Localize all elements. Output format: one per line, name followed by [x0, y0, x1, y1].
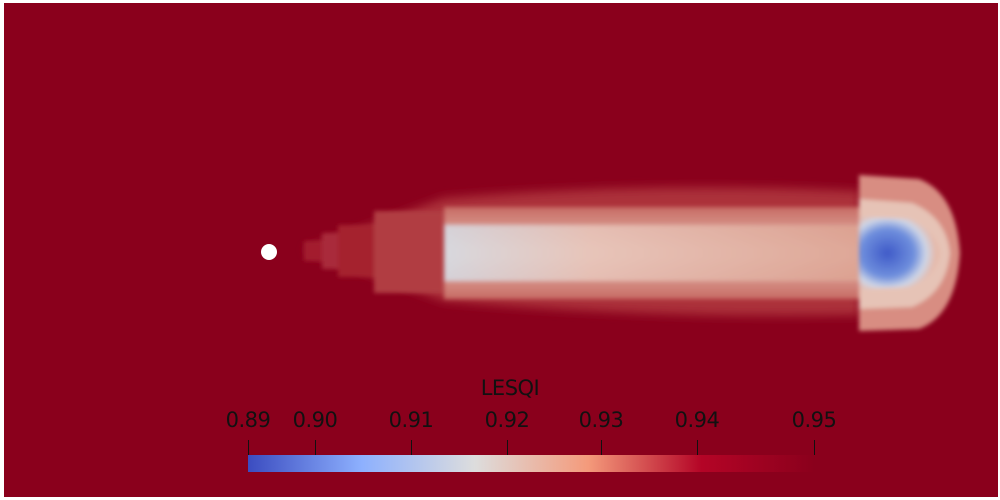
- plume-steps: [304, 211, 446, 293]
- plume-cap: [859, 175, 960, 331]
- tick-label-0-94: 0.94: [674, 408, 720, 432]
- lesqi-field-render: [4, 3, 998, 497]
- color-legend-title: LESQI: [480, 376, 540, 400]
- render-viewport[interactable]: [4, 3, 998, 497]
- tick-label-0-91: 0.91: [388, 408, 434, 432]
- tick-mark-0-89: [248, 440, 249, 462]
- tick-mark-0-91: [411, 440, 412, 462]
- tick-mark-0-92: [507, 440, 508, 462]
- tick-mark-0-90: [315, 440, 316, 462]
- tick-label-0-95: 0.95: [791, 408, 837, 432]
- tick-label-0-90: 0.90: [292, 408, 338, 432]
- tick-mark-0-94: [697, 440, 698, 462]
- plume-body: [444, 207, 864, 299]
- tick-label-0-89: 0.89: [225, 408, 271, 432]
- tick-label-0-92: 0.92: [484, 408, 530, 432]
- probe-point: [261, 244, 277, 260]
- tick-label-0-93: 0.93: [578, 408, 624, 432]
- colorbar-gradient: [248, 455, 815, 472]
- tick-mark-0-93: [601, 440, 602, 462]
- tick-mark-0-95: [814, 440, 815, 462]
